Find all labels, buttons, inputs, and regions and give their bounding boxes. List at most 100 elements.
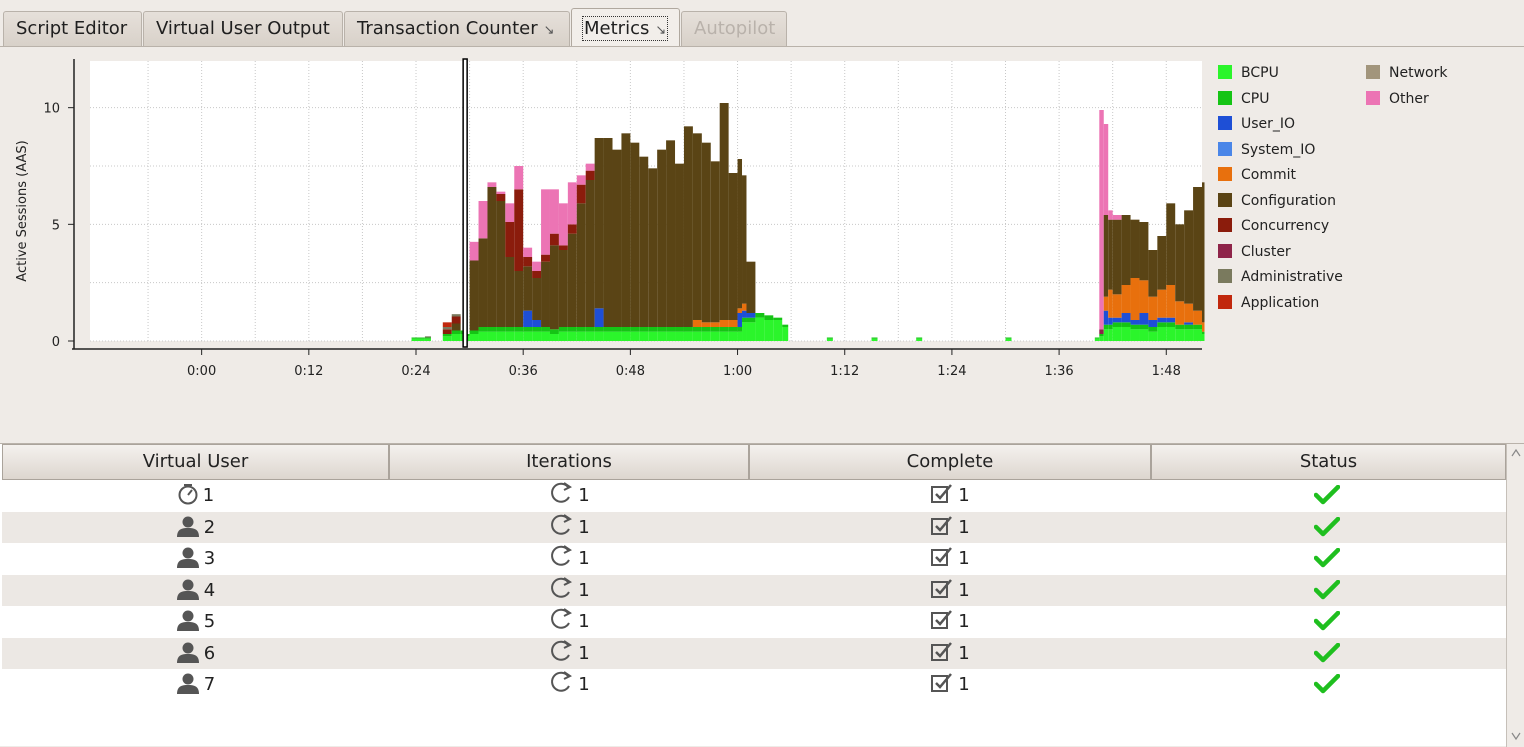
cell-virtual-user: 5: [2, 606, 389, 638]
bar-segment-bcpu: [549, 334, 559, 341]
legend-swatch: [1218, 116, 1232, 130]
iterations-value: 1: [578, 548, 590, 569]
cell-iterations: 1: [389, 480, 749, 512]
bar-segment-other: [505, 203, 515, 222]
bar-segment-cpu: [558, 327, 568, 332]
bar-segment-bcpu: [478, 331, 488, 341]
bar-segment-bcpu: [728, 331, 738, 341]
bar-segment-bcpu: [541, 331, 550, 341]
legend-swatch: [1366, 65, 1380, 79]
column-header-complete[interactable]: Complete: [749, 444, 1151, 480]
table-row[interactable]: 2 1 1: [2, 511, 1506, 547]
vertical-scrollbar[interactable]: [1506, 444, 1524, 747]
y-tick-label: 10: [43, 102, 60, 117]
table-row[interactable]: 1 1 1: [2, 480, 1506, 512]
legend-swatch: [1218, 167, 1232, 181]
legend-label: Commit: [1241, 167, 1296, 183]
bar-segment-bcpu: [585, 331, 595, 341]
tab-label: Metrics ↘: [581, 16, 669, 41]
legend-item-bcpu: BCPU: [1218, 65, 1279, 83]
detach-icon[interactable]: ↘: [655, 23, 667, 38]
metrics-chart-panel: 0:00 0:12 0:24 0:36 0:48 1:00 1:12 1:24 1:36 1:48…: [0, 46, 1524, 483]
bar-segment-user_io: [594, 308, 604, 327]
virtual-user-id: 5: [203, 611, 216, 632]
tab-metrics[interactable]: Metrics ↘: [571, 8, 680, 47]
bar-segment-bcpu: [1103, 329, 1109, 341]
bar-segment-concurrency: [523, 257, 533, 267]
bar-segment-concurrency: [576, 184, 586, 204]
bar-segment-configuration: [742, 175, 747, 304]
bar-segment-cpu: [514, 327, 524, 332]
tab-virtual-user-output[interactable]: Virtual User Output: [143, 11, 343, 46]
bar-segment-cpu: [916, 337, 923, 339]
cell-status: [1151, 512, 1506, 544]
bar-segment-cpu: [469, 330, 479, 334]
check-icon: [1313, 484, 1340, 515]
table-row[interactable]: 7 1 1: [2, 669, 1506, 701]
cell-iterations: 1: [389, 669, 749, 701]
bar-segment-configuration: [728, 173, 738, 320]
cell-complete: 1: [749, 606, 1151, 638]
bar-segment-bcpu: [1148, 331, 1158, 341]
iterations-icon: [548, 544, 574, 578]
column-header-iterations[interactable]: Iterations: [389, 444, 749, 480]
legend-label: Concurrency: [1241, 218, 1330, 234]
bar-segment-commit: [1103, 296, 1109, 311]
bar-segment-cpu: [1202, 331, 1205, 334]
table-row[interactable]: 3 1 1: [2, 543, 1506, 575]
bar-segment-user_io: [1103, 310, 1109, 325]
scroll-down-icon[interactable]: [1511, 731, 1521, 741]
bar-segment-commit: [1130, 278, 1140, 320]
bar-segment-cpu: [523, 327, 533, 332]
legend-label: System_IO: [1241, 141, 1316, 158]
bar-segment-bcpu: [675, 331, 684, 341]
bar-segment-concurrency: [567, 224, 577, 234]
virtual-user-id: 6: [203, 642, 216, 664]
iterations-value: 1: [578, 674, 590, 695]
bar-segment-cpu: [871, 337, 878, 339]
bar-segment-cpu: [1157, 322, 1167, 327]
bar-segment-cpu: [612, 327, 622, 332]
legend-swatch: [1218, 65, 1232, 79]
bar-segment-commit: [719, 320, 729, 327]
legend-swatch: [1366, 90, 1380, 105]
complete-icon: [930, 641, 954, 673]
tab-transaction-counter[interactable]: Transaction Counter ↘: [344, 11, 570, 46]
bar-segment-concurrency: [549, 233, 559, 246]
bar-segment-cpu: [585, 327, 595, 332]
complete-icon: [930, 578, 954, 610]
cell-status: [1151, 606, 1506, 638]
bar-segment-configuration: [558, 250, 568, 327]
bar-segment-cpu: [755, 313, 765, 318]
column-header-virtual-user[interactable]: Virtual User: [2, 444, 389, 480]
scroll-up-icon[interactable]: [1511, 448, 1521, 458]
bar-segment-other: [549, 189, 559, 234]
bar-segment-bcpu: [1121, 327, 1131, 341]
bar-segment-configuration: [576, 203, 586, 327]
bar-segment-configuration: [567, 233, 577, 327]
legend-swatch: [1218, 192, 1232, 207]
bar-segment-bcpu: [505, 331, 515, 341]
bar-segment-commit: [701, 322, 711, 327]
time-cursor[interactable]: [462, 58, 468, 348]
iterations-value: 1: [578, 611, 590, 632]
tab-autopilot: Autopilot: [681, 11, 787, 46]
bar-segment-cpu: [648, 327, 658, 332]
table-row[interactable]: 4 1 1: [2, 574, 1506, 610]
table-row[interactable]: 6 1 1: [2, 637, 1506, 673]
bar-segment-configuration: [505, 257, 515, 327]
table-row[interactable]: 5 1 1: [2, 606, 1506, 638]
bar-segment-bcpu: [826, 338, 833, 341]
bar-segment-administrative: [424, 336, 431, 338]
tab-script-editor[interactable]: Script Editor: [3, 11, 142, 46]
detach-icon[interactable]: ↘: [543, 23, 555, 38]
bar-segment-bcpu: [1139, 329, 1149, 341]
column-header-status[interactable]: Status: [1151, 444, 1506, 480]
bar-segment-bcpu: [1157, 327, 1167, 341]
bar-segment-commit: [710, 322, 720, 327]
bar-segment-administrative: [442, 327, 452, 330]
bar-segment-commit: [1139, 280, 1149, 313]
cell-virtual-user: 2: [2, 512, 389, 544]
iterations-icon: [548, 513, 574, 547]
bar-segment-configuration: [621, 133, 631, 327]
